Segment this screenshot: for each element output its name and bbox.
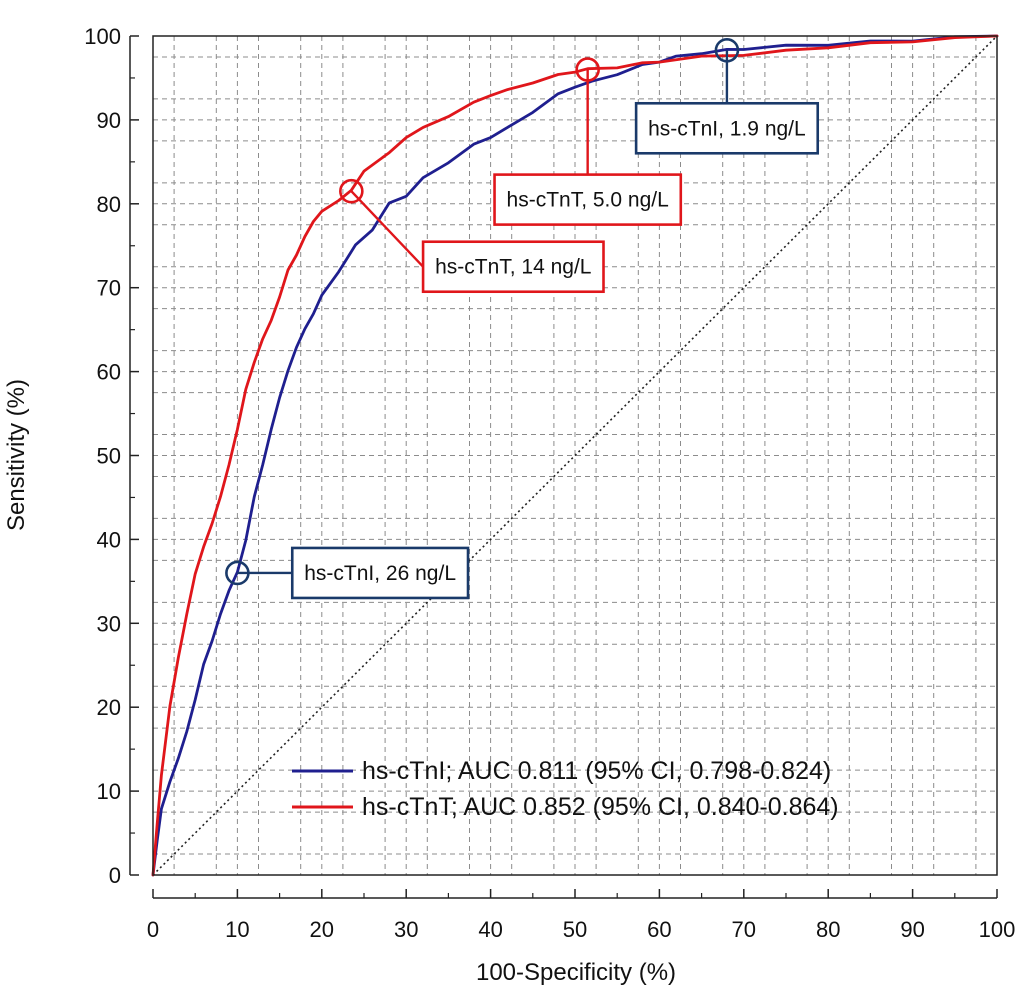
callout-box-1 (421, 240, 605, 294)
y-tick-label-10: 10 (97, 779, 121, 804)
x-tick-label-70: 70 (732, 917, 756, 942)
series-line-hs-ctnt (151, 34, 999, 877)
x-tick-label-50: 50 (563, 917, 587, 942)
callout-marker-2 (575, 57, 600, 82)
plot-frame (152, 35, 998, 876)
y-axis-title: Sensitivity (%) (3, 379, 30, 531)
callout-label-2: hs-cTnT, 5.0 ng/L (507, 189, 669, 212)
series-line-hs-ctni (151, 34, 999, 877)
callout-box-3 (634, 101, 820, 155)
callout-marker-3 (714, 37, 740, 63)
y-tick-label-90: 90 (97, 108, 121, 133)
callout-box-2 (493, 173, 683, 226)
y-tick-label-100: 100 (84, 24, 121, 49)
y-tick-label-70: 70 (97, 276, 121, 301)
y-tick-label-20: 20 (97, 695, 121, 720)
callout-marker-1 (339, 178, 364, 204)
x-tick-label-0: 0 (147, 917, 159, 942)
x-tick-label-80: 80 (816, 917, 840, 942)
callout-1: hs-cTnT, 14 ng/L (339, 178, 605, 294)
x-tick-label-90: 90 (900, 917, 924, 942)
y-tick-label-50: 50 (97, 444, 121, 469)
x-axis-title: 100-Specificity (%) (476, 959, 676, 986)
series-layer (151, 34, 999, 877)
legend-label-hs-ctni: hs-cTnI; AUC 0.811 (95% CI, 0.798-0.824) (362, 757, 831, 785)
x-tick-label-30: 30 (394, 917, 418, 942)
x-tick-label-10: 10 (225, 917, 249, 942)
callout-label-0: hs-cTnI, 26 ng/L (304, 562, 456, 585)
callout-box-0 (290, 546, 470, 600)
y-tick-label-30: 30 (97, 611, 121, 636)
x-tick-label-60: 60 (647, 917, 671, 942)
axes: 0 10 20 30 40 50 60 70 80 90 100 0 10 20 30 40 50 60 70 80 9… (84, 24, 1015, 942)
x-tick-label-100: 100 (979, 917, 1016, 942)
callout-2: hs-cTnT, 5.0 ng/L (493, 57, 683, 226)
y-tick-label-80: 80 (97, 192, 121, 217)
grid-lines (153, 36, 997, 875)
callout-label-3: hs-cTnI, 1.9 ng/L (648, 117, 806, 140)
legend: hs-cTnI; AUC 0.811 (95% CI, 0.798-0.824)… (292, 757, 839, 821)
callout-0: hs-cTnI, 26 ng/L (225, 546, 470, 600)
y-tick-label-40: 40 (97, 527, 121, 552)
callout-marker-0 (225, 560, 250, 586)
x-tick-label-40: 40 (478, 917, 502, 942)
legend-label-hs-ctnt: hs-cTnT; AUC 0.852 (95% CI, 0.840-0.864) (362, 793, 839, 821)
callouts: hs-cTnI, 26 ng/L hs-cTnT, 14 ng/L hs-cTnT,… (225, 37, 820, 600)
y-tick-label-0: 0 (109, 863, 121, 888)
x-tick-label-20: 20 (310, 917, 334, 942)
callout-leader-1 (350, 190, 424, 268)
reference-diagonal-line (152, 35, 998, 876)
callout-label-1: hs-cTnT, 14 ng/L (435, 256, 591, 279)
callout-3: hs-cTnI, 1.9 ng/L (634, 37, 820, 155)
y-tick-label-60: 60 (97, 360, 121, 385)
